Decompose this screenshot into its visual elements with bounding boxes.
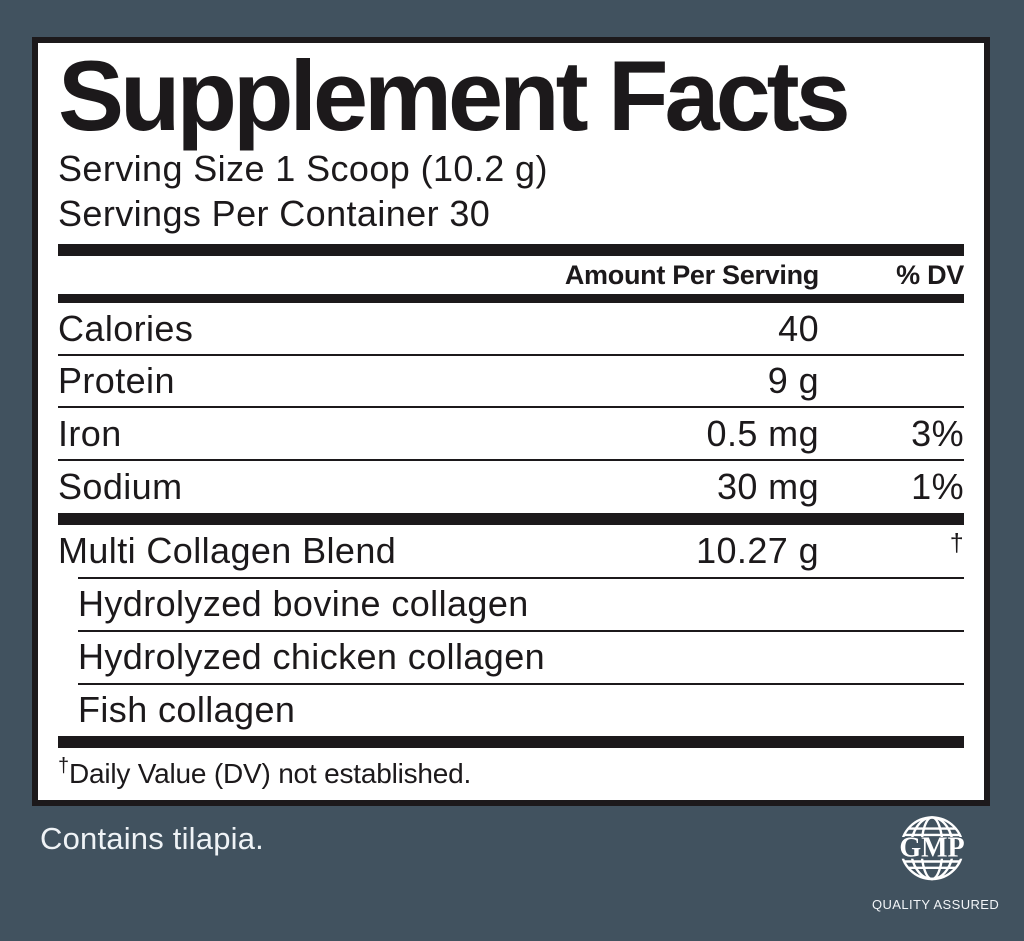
footnote-dagger-symbol: † [58, 755, 69, 778]
daily-value-footnote: † Daily Value (DV) not established. [58, 748, 964, 800]
nutrient-dv: 1% [911, 465, 964, 507]
panel-title: Supplement Facts [58, 39, 851, 151]
footnote-text: Daily Value (DV) not established. [68, 757, 472, 789]
nutrient-amount: 40 [778, 307, 819, 349]
blend-amount: 10.27 g [696, 529, 819, 571]
blend-label: Multi Collagen Blend [58, 529, 397, 571]
divider-bar-header [58, 294, 964, 304]
servings-per-container: Servings Per Container 30 [58, 192, 491, 234]
list-item-chicken-collagen: Hydrolyzed chicken collagen [78, 629, 964, 683]
header-percent-dv: % DV [896, 259, 964, 290]
gmp-quality-badge: GMP QUALITY ASSURED [872, 813, 1000, 912]
table-header-row: Amount Per Serving % DV [58, 256, 964, 295]
table-row-protein: Protein 9 g [58, 356, 964, 409]
table-row-calories: Calories 40 [58, 303, 964, 356]
table-row-multi-collagen-blend: Multi Collagen Blend 10.27 g † [58, 525, 964, 576]
nutrient-amount: 0.5 mg [706, 412, 819, 454]
nutrient-label: Sodium [58, 465, 183, 507]
nutrient-label: Protein [58, 360, 175, 402]
table-row-sodium: Sodium 30 mg 1% [58, 461, 964, 513]
globe-icon: GMP [897, 816, 967, 881]
divider-bar-middle [58, 513, 964, 526]
nutrient-label: Calories [58, 307, 194, 349]
list-item-bovine-collagen: Hydrolyzed bovine collagen [78, 576, 964, 630]
nutrient-label: Iron [58, 412, 122, 454]
dagger-symbol: † [949, 529, 964, 558]
gmp-acronym: GMP [899, 833, 964, 864]
serving-size: Serving Size 1 Scoop (10.2 g) [58, 147, 548, 189]
blend-ingredient-list: Hydrolyzed bovine collagen Hydrolyzed ch… [78, 576, 964, 736]
divider-bar-top [58, 243, 964, 256]
table-row-iron: Iron 0.5 mg 3% [58, 408, 964, 461]
allergen-statement: Contains tilapia. [40, 821, 264, 856]
divider-bar-bottom [58, 735, 964, 748]
nutrient-dv: 3% [911, 412, 964, 454]
list-item-fish-collagen: Fish collagen [78, 682, 964, 736]
gmp-tagline: QUALITY ASSURED [872, 897, 1000, 912]
nutrient-amount: 30 mg [716, 465, 819, 507]
nutrient-amount: 9 g [767, 360, 819, 402]
header-amount-per-serving: Amount Per Serving [564, 259, 819, 290]
supplement-facts-panel: Supplement Facts Serving Size 1 Scoop (1… [32, 37, 990, 806]
